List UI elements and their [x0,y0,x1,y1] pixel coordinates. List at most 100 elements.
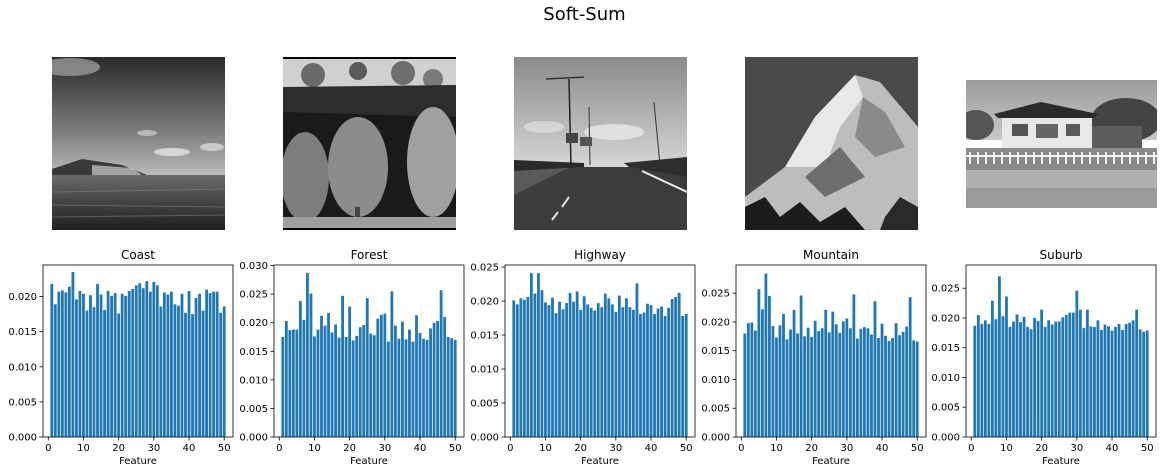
mountain-y-tick-label: 0.000 [701,433,730,444]
forest-bar [284,321,288,437]
highway-bar [660,306,663,437]
forest-bar [408,329,411,437]
suburb-bar [990,300,994,437]
mountain-bar [785,339,789,437]
mountain-bar [901,331,905,437]
mountain-x-tick-label: 20 [805,443,818,454]
mountain-bar [775,337,778,437]
forest-bar [401,321,404,437]
mountain-y-tick-label: 0.020 [701,317,730,328]
forest-bar [411,341,415,437]
forest-bar [298,301,302,437]
mountain-x-tick-label: 40 [876,443,889,454]
suburb-bar [1078,309,1082,437]
highway-bar [628,307,632,437]
coast-x-tick-label: 0 [45,443,51,454]
forest-bar [309,293,313,437]
forest-bar [351,340,355,437]
mountain-bar [764,273,768,437]
highway-bar [617,295,621,437]
highway-bar [529,273,533,437]
highway-bar [656,308,660,437]
coast-bar [138,283,142,437]
forest-photo [283,57,456,230]
coast-bar [96,283,99,437]
highway-bar [607,298,611,437]
coast-bar [187,290,191,437]
suburb-bar [1068,312,1072,437]
mountain-x-tick-label: 0 [738,443,744,454]
highway-y-tick-label: 0.025 [470,263,499,274]
mountain-bar [813,320,817,437]
highway-bar [582,296,586,437]
suburb-axes-frame [965,264,1157,438]
forest-bar [415,315,418,437]
suburb-chart: 0 10 20 30 40 50 0.000 0.005 0.010 0.015 0.020 0.02… [931,248,1157,467]
coast-bar [212,291,216,437]
highway-x-tick-label: 0 [507,443,513,454]
mountain-bar [838,332,842,437]
suburb-bar [1015,314,1019,437]
highway-bar [674,296,678,437]
forest-bar [422,338,425,437]
mountain-bar [796,333,799,437]
mountain-bar [887,340,891,437]
suburb-bar [1019,322,1022,437]
mountain-bar [891,338,894,437]
suburb-bar [1100,329,1103,437]
forest-bar [330,332,334,437]
forest-bar [404,339,408,437]
mountain-bar [841,321,845,437]
forest-bar [306,273,309,437]
highway-bar [681,315,685,437]
highway-bar [677,292,681,437]
highway-bar [522,299,526,437]
forest-bar [355,335,359,437]
forest-bar [453,339,457,437]
coast-bar [194,298,198,437]
forest-bar [379,314,383,437]
mountain-bar [824,309,828,437]
forest-bar [320,315,323,437]
suburb-bar [1029,329,1033,437]
highway-x-tick-label: 30 [609,443,622,454]
highway-chart-title: Highway [574,248,626,262]
highway-bar [667,307,671,437]
coast-bar [110,295,114,437]
suburb-bar [1138,329,1142,437]
coast-bar [124,295,128,437]
forest-bar [323,325,327,437]
coast-chart-title: Coast [121,248,155,262]
forest-bar [369,333,373,437]
coast-x-tick-label: 40 [183,443,196,454]
forest-x-tick-label: 10 [308,443,321,454]
highway-bar [596,303,600,437]
mountain-bar [757,289,761,437]
suburb-y-tick-label: 0.010 [931,373,960,384]
coast-bar [177,305,180,437]
highway-y-tick-label: 0.020 [470,297,499,308]
suburb-x-tick-label: 40 [1106,443,1119,454]
suburb-bar [1121,329,1124,437]
coast-y-tick-label: 0.000 [8,433,37,444]
mountain-bar [873,301,877,437]
coast-bar [134,285,138,437]
mountain-bar [810,336,814,437]
coast-bar [117,313,121,437]
mountain-bar [753,330,757,437]
highway-bar [624,298,628,437]
highway-bar [540,290,544,437]
forest-bar [386,341,390,437]
suburb-bar [1012,321,1015,437]
highway-bar [544,302,547,437]
forest-bar [362,325,366,437]
coast-bar [127,290,131,437]
forest-bar [429,328,432,437]
forest-bar [439,290,443,437]
suburb-bar [1050,324,1054,437]
highway-bar [547,305,551,437]
forest-bar [334,324,337,437]
coast-bar [71,272,75,437]
coast-bar [173,304,177,437]
suburb-bar [1047,320,1051,437]
